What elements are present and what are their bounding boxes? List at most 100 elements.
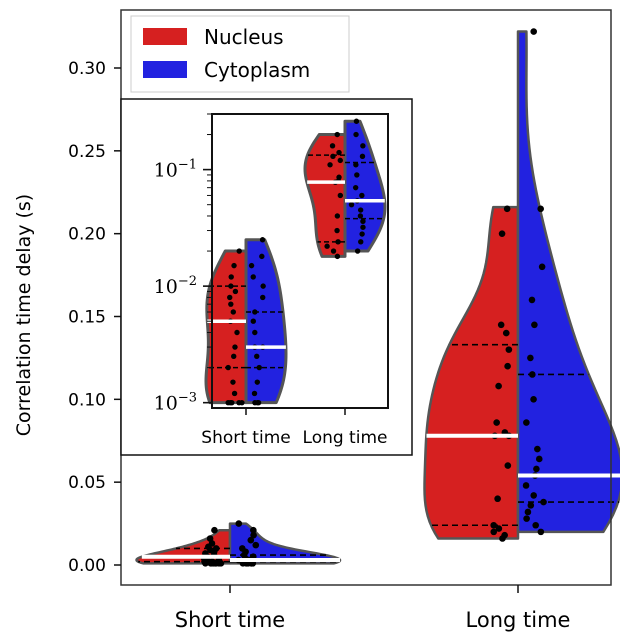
- inset-data-point-cytoplasm-long-time: [353, 118, 360, 124]
- inset-data-point-nucleus-short-time: [228, 283, 234, 289]
- y-tick-label: 0.25: [68, 142, 106, 162]
- inset-data-point-nucleus-short-time: [230, 309, 237, 315]
- inset-data-point-nucleus-short-time: [231, 262, 237, 269]
- data-point-cytoplasm-short-time: [238, 545, 246, 552]
- main-x-axis: Short time Long time: [175, 585, 571, 632]
- inset-data-point-cytoplasm-long-time: [357, 207, 364, 213]
- main-y-axis: 0.00 0.05 0.10 0.15 0.20 0.25 0.30: [68, 59, 121, 576]
- data-point-cytoplasm-short-time: [247, 536, 255, 544]
- inset-data-point-cytoplasm-long-time: [352, 184, 359, 191]
- inset-data-point-nucleus-short-time: [228, 301, 234, 307]
- inset-data-point-nucleus-long-time: [334, 253, 341, 260]
- inset-data-point-nucleus-short-time: [231, 390, 238, 397]
- data-point-nucleus-long-time: [505, 346, 513, 353]
- inset-data-point-cytoplasm-short-time: [260, 283, 266, 289]
- inset-data-point-cytoplasm-long-time: [357, 213, 364, 219]
- inset-data-point-cytoplasm-long-time: [358, 239, 364, 245]
- inset-data-point-nucleus-long-time: [336, 149, 342, 156]
- data-point-cytoplasm-long-time: [537, 528, 545, 536]
- data-point-cytoplasm-long-time: [533, 465, 540, 473]
- violin-nucleus-long-time: [423, 205, 520, 540]
- inset-data-point-nucleus-short-time: [230, 379, 236, 385]
- inset-violin-nucleus-long-time: [303, 133, 347, 258]
- data-point-nucleus-long-time: [495, 525, 503, 532]
- inset-y-axis: 10−1 10−2 10−3: [154, 113, 212, 415]
- inset-y-tick-label: 10−3: [154, 391, 197, 415]
- inset-chart: 10−1 10−2 10−3 Short time Long time: [120, 98, 413, 456]
- inset-data-point-cytoplasm-long-time: [354, 172, 360, 178]
- y-tick-label: 0.05: [68, 473, 106, 493]
- data-point-nucleus-short-time: [208, 558, 216, 565]
- y-tick-label: 0.00: [68, 556, 106, 576]
- inset-data-point-cytoplasm-long-time: [360, 224, 366, 230]
- inset-data-point-nucleus-long-time: [336, 174, 342, 180]
- inset-x-tick-label-short-time: Short time: [201, 428, 290, 448]
- inset-plot-frame: [211, 113, 389, 409]
- data-point-cytoplasm-short-time: [252, 541, 260, 549]
- inset-data-point-cytoplasm-short-time: [255, 399, 262, 406]
- inset-data-point-nucleus-short-time: [227, 294, 233, 301]
- y-tick-label: 0.30: [68, 59, 106, 79]
- data-point-cytoplasm-long-time: [532, 521, 539, 529]
- data-point-nucleus-short-time: [211, 526, 218, 534]
- inset-data-point-nucleus-long-time: [330, 248, 337, 254]
- data-point-cytoplasm-long-time: [524, 508, 532, 516]
- legend-label-cytoplasm: Cytoplasm: [204, 58, 310, 82]
- data-point-cytoplasm-long-time: [522, 482, 530, 489]
- y-tick-label: 0.15: [68, 308, 106, 328]
- data-point-cytoplasm-long-time: [530, 396, 537, 403]
- inset-data-point-nucleus-long-time: [337, 192, 344, 199]
- inset-data-point-nucleus-short-time: [232, 288, 239, 295]
- inset-data-point-cytoplasm-short-time: [248, 262, 255, 269]
- inset-data-point-cytoplasm-short-time: [250, 274, 256, 280]
- inset-data-point-cytoplasm-long-time: [360, 143, 366, 149]
- data-point-nucleus-long-time: [495, 382, 502, 390]
- legend-swatch-nucleus: [143, 28, 187, 45]
- inset-data-point-nucleus-long-time: [337, 157, 343, 164]
- inset-data-point-cytoplasm-long-time: [360, 218, 366, 225]
- data-point-cytoplasm-long-time: [534, 445, 541, 453]
- inset-data-point-nucleus-long-time: [327, 162, 333, 168]
- y-tick-label: 0.10: [68, 390, 106, 410]
- inset-data-point-nucleus-long-time: [334, 213, 341, 219]
- data-point-cytoplasm-short-time: [250, 526, 257, 534]
- y-axis-label: Correlation time delay (s): [13, 194, 35, 436]
- x-tick-label-short-time: Short time: [175, 608, 285, 632]
- data-point-cytoplasm-long-time: [528, 296, 536, 304]
- data-point-nucleus-long-time: [498, 230, 506, 237]
- inset-data-point-cytoplasm-long-time: [359, 231, 365, 237]
- inset-data-point-cytoplasm-long-time: [353, 162, 359, 168]
- data-point-cytoplasm-long-time: [530, 28, 538, 35]
- inset-data-point-nucleus-long-time: [334, 131, 340, 138]
- data-point-nucleus-long-time: [497, 321, 505, 329]
- data-point-nucleus-long-time: [503, 205, 511, 213]
- inset-data-point-cytoplasm-long-time: [354, 248, 361, 254]
- inset-data-point-nucleus-short-time: [228, 274, 234, 280]
- legend-label-nucleus: Nucleus: [204, 25, 284, 49]
- inset-y-tick-label: 10−1: [154, 158, 197, 182]
- inset-data-point-cytoplasm-long-time: [353, 131, 359, 138]
- inset-data-point-nucleus-short-time: [236, 399, 242, 406]
- legend: Nucleus Cytoplasm: [130, 15, 350, 93]
- inset-data-point-nucleus-short-time: [231, 353, 237, 359]
- data-point-cytoplasm-long-time: [538, 263, 546, 271]
- data-point-nucleus-short-time: [206, 535, 214, 542]
- data-point-cytoplasm-short-time: [250, 531, 257, 539]
- inset-y-tick-label: 10−2: [154, 274, 197, 298]
- data-point-cytoplasm-short-time: [235, 520, 243, 527]
- data-point-cytoplasm-long-time: [523, 515, 530, 522]
- y-tick-label: 0.20: [68, 225, 106, 245]
- inset-data-point-cytoplasm-short-time: [256, 364, 262, 371]
- inset-data-point-nucleus-short-time: [234, 329, 240, 336]
- inset-data-point-nucleus-long-time: [335, 239, 341, 245]
- data-point-cytoplasm-long-time: [535, 455, 543, 463]
- inset-data-point-cytoplasm-long-time: [348, 201, 355, 208]
- data-point-nucleus-long-time: [494, 495, 501, 503]
- inset-data-point-cytoplasm-short-time: [251, 390, 258, 397]
- data-point-nucleus-long-time: [493, 419, 500, 426]
- inset-data-point-nucleus-long-time: [329, 143, 336, 149]
- inset-x-tick-label-long-time: Long time: [303, 428, 388, 448]
- legend-swatch-cytoplasm: [143, 61, 187, 78]
- x-tick-label-long-time: Long time: [466, 608, 571, 632]
